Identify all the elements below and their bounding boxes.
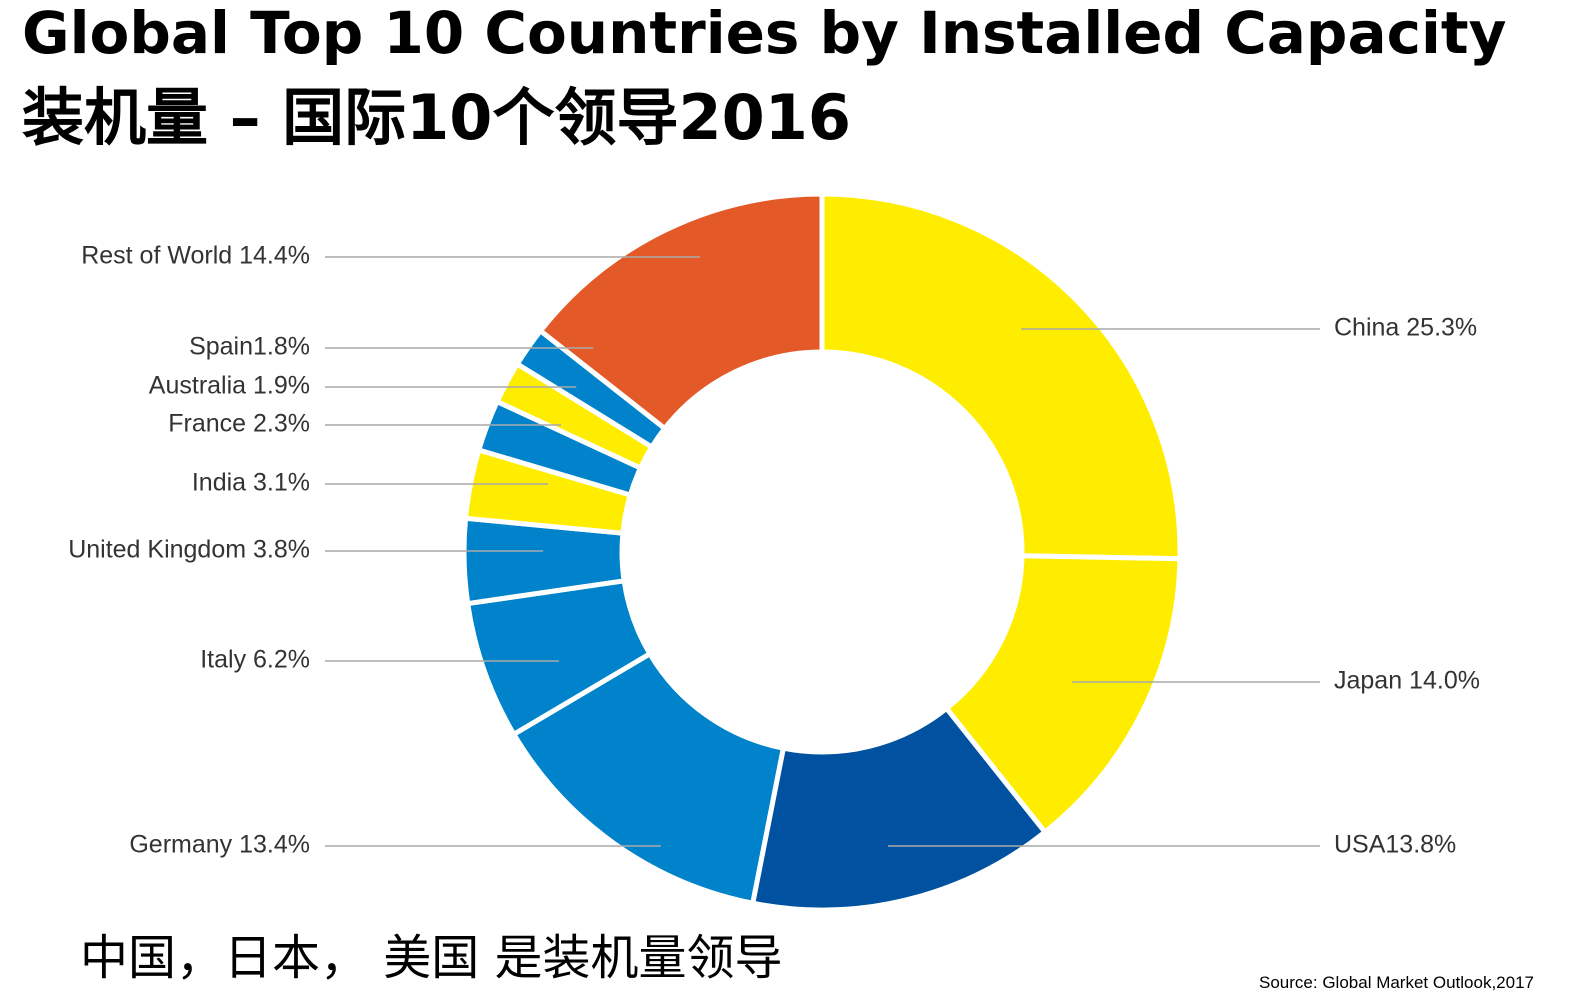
slice-rest-of-world — [538, 191, 825, 431]
leader-lines-layer — [325, 256, 1320, 847]
chart-title-zh: 装机量 – 国际10个领导2016 — [22, 81, 852, 154]
label-china: China 25.3% — [1334, 314, 1477, 342]
label-australia: Australia 1.9% — [149, 372, 310, 400]
source-note: Source: Global Market Outlook,2017 — [1259, 973, 1534, 992]
label-spain: Spain1.8% — [189, 333, 310, 361]
label-germany: Germany 13.4% — [129, 831, 310, 859]
slice-japan — [944, 553, 1183, 835]
label-united-kingdom: United Kingdom 3.8% — [68, 536, 310, 564]
label-italy: Italy 6.2% — [200, 646, 310, 674]
label-france: France 2.3% — [168, 410, 310, 438]
slices-layer — [461, 191, 1183, 913]
callout-labels-layer: China 25.3% Japan 14.0% USA13.8% Germany 13… — [68, 242, 1480, 859]
label-rest-of-world: Rest of World 14.4% — [81, 242, 310, 270]
chart-title-en: Global Top 10 Countries by Installed Cap… — [22, 0, 1507, 67]
slice-china — [819, 191, 1183, 562]
label-india: India 3.1% — [192, 469, 310, 497]
footer-note: 中国，日本， 美国 是装机量领导 — [80, 930, 783, 986]
label-usa: USA13.8% — [1334, 831, 1456, 859]
slice-usa — [750, 705, 1048, 913]
slice-germany — [511, 651, 786, 906]
label-japan: Japan 14.0% — [1334, 667, 1480, 695]
